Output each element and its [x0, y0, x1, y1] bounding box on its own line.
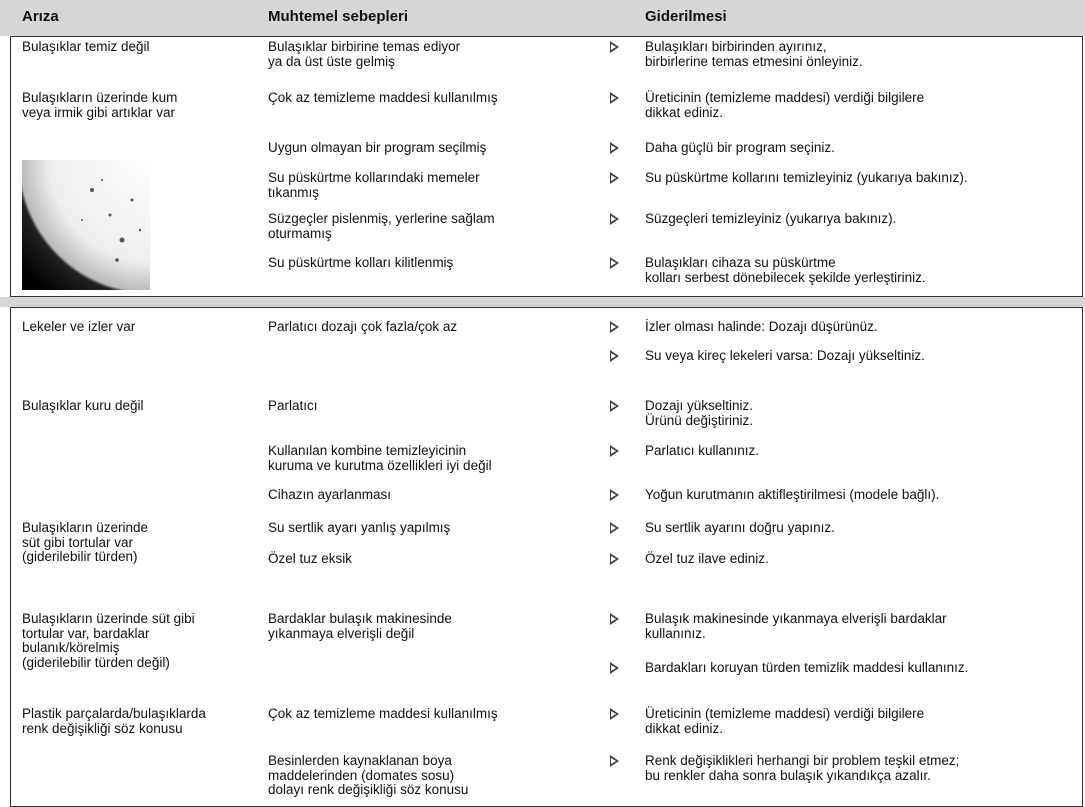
arrow-icon [611, 555, 616, 562]
header-remedy: Giderilmesi [645, 8, 727, 25]
arrow-icon [611, 323, 616, 330]
remedy-text: Su püskürtme kollarını temizleyiniz (yuk… [645, 170, 968, 185]
fault-text: Bulaşıklar kuru değil [22, 398, 144, 413]
arrow-icon [611, 174, 616, 181]
arrow-icon [611, 402, 616, 409]
table-header: Arıza Muhtemel sebepleri Giderilmesi [0, 0, 1085, 33]
separator [0, 297, 1085, 307]
header-cause: Muhtemel sebepleri [268, 8, 409, 25]
remedy-text: Bulaşıkları birbirinden ayırınız, birbir… [645, 39, 863, 69]
arrow-icon [611, 491, 616, 498]
cause-text: Su püskürtme kolları kilitlenmiş [268, 255, 454, 270]
remedy-text: Parlatıcı kullanınız. [645, 443, 760, 458]
arrow-icon [611, 615, 616, 622]
fault-text: Bulaşıkların üzerinde süt gibi tortular … [22, 520, 149, 564]
cause-text: Su sertlik ayarı yanlış yapılmış [268, 520, 451, 535]
arrow-icon [611, 43, 616, 50]
cause-text: Cihazın ayarlanması [268, 487, 392, 502]
cause-text: Parlatıcı [268, 398, 318, 413]
remedy-text: İzler olması halinde: Dozajı düşürünüz. [645, 319, 878, 334]
arrow-icon [611, 710, 616, 717]
remedy-text: Dozajı yükseltiniz. Ürünü değiştiriniz. [645, 398, 754, 428]
remedy-text: Bulaşıkları cihaza su püskürtme kolları … [645, 255, 926, 285]
plate-photo [22, 160, 150, 290]
cause-text: Parlatıcı dozajı çok fazla/çok az [268, 319, 458, 334]
arrow-icon [611, 757, 616, 764]
cause-text: Süzgeçler pislenmiş, yerlerine sağlam ot… [268, 211, 495, 241]
cause-text: Su püskürtme kollarındaki memeler tıkanm… [268, 170, 480, 200]
remedy-text: Yoğun kurutmanın aktifleştirilmesi (mode… [645, 487, 940, 502]
fault-text: Bulaşıkların üzerinde kum veya irmik gib… [22, 90, 178, 120]
remedy-text: Renk değişiklikleri herhangi bir problem… [645, 753, 960, 783]
cause-text: Kullanılan kombine temizleyicinin kuruma… [268, 443, 492, 473]
section-box [10, 307, 1083, 807]
remedy-text: Bardakları koruyan türden temizlik madde… [645, 660, 969, 675]
arrow-icon [611, 144, 616, 151]
separator [0, 33, 1085, 36]
cause-text: Besinlerden kaynaklanan boya maddelerind… [268, 753, 469, 797]
remedy-text: Su sertlik ayarını doğru yapınız. [645, 520, 835, 535]
cause-text: Çok az temizleme maddesi kullanılmış [268, 90, 498, 105]
arrow-icon [611, 215, 616, 222]
fault-text: Plastik parçalarda/bulaşıklarda renk değ… [22, 706, 206, 736]
remedy-text: Bulaşık makinesinde yıkanmaya elverişli … [645, 611, 947, 641]
remedy-text: Süzgeçleri temizleyiniz (yukarıya bakını… [645, 211, 897, 226]
arrow-icon [611, 664, 616, 671]
arrow-icon [611, 259, 616, 266]
cause-text: Uygun olmayan bir program seçilmiş [268, 140, 487, 155]
arrow-icon [611, 352, 616, 359]
remedy-text: Üreticinin (temizleme maddesi) verdiği b… [645, 706, 925, 736]
cause-text: Bardaklar bulaşık makinesinde yıkanmaya … [268, 611, 452, 641]
fault-text: Bulaşıkların üzerinde süt gibi tortular … [22, 611, 195, 670]
remedy-text: Su veya kireç lekeleri varsa: Dozajı yük… [645, 348, 925, 363]
arrow-icon [611, 447, 616, 454]
arrow-icon [611, 94, 616, 101]
remedy-text: Daha güçlü bir program seçiniz. [645, 140, 835, 155]
header-fault: Arıza [22, 8, 59, 25]
fault-text: Bulaşıklar temiz değil [22, 39, 150, 54]
cause-text: Çok az temizleme maddesi kullanılmış [268, 706, 498, 721]
fault-text: Lekeler ve izler var [22, 319, 136, 334]
arrow-icon [611, 524, 616, 531]
cause-text: Bulaşıklar birbirine temas ediyor ya da … [268, 39, 461, 69]
remedy-text: Üreticinin (temizleme maddesi) verdiği b… [645, 90, 925, 120]
remedy-text: Özel tuz ilave ediniz. [645, 551, 769, 566]
section-box [10, 36, 1083, 297]
cause-text: Özel tuz eksik [268, 551, 353, 566]
